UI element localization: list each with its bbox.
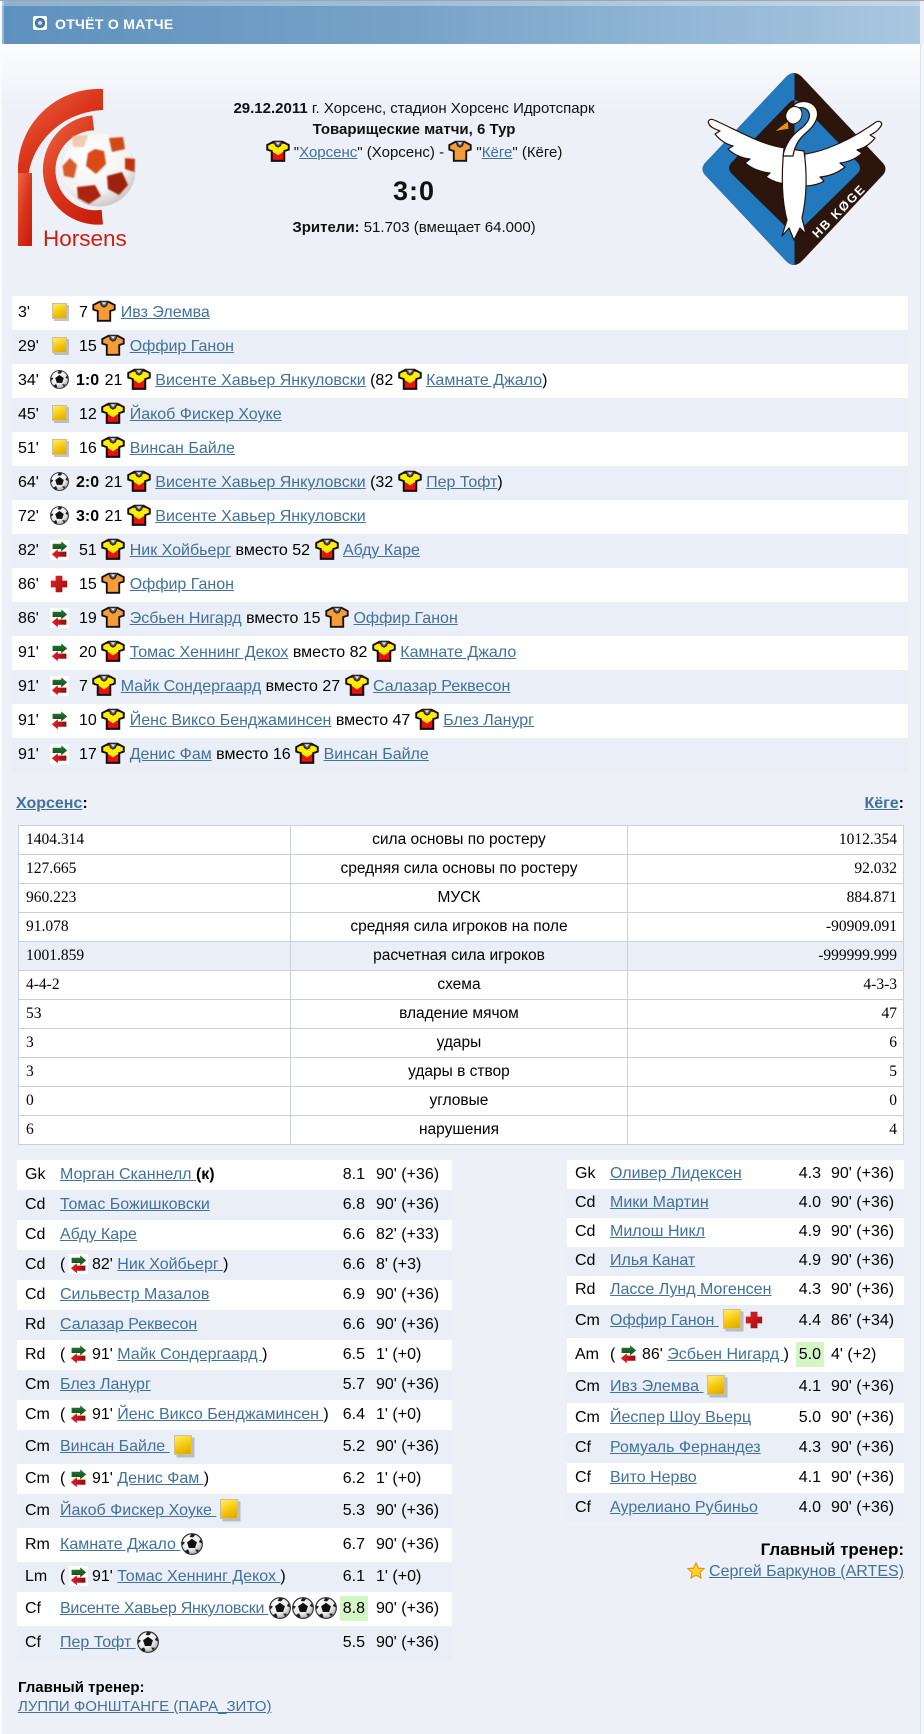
svg-text:Horsens: Horsens (43, 226, 127, 251)
